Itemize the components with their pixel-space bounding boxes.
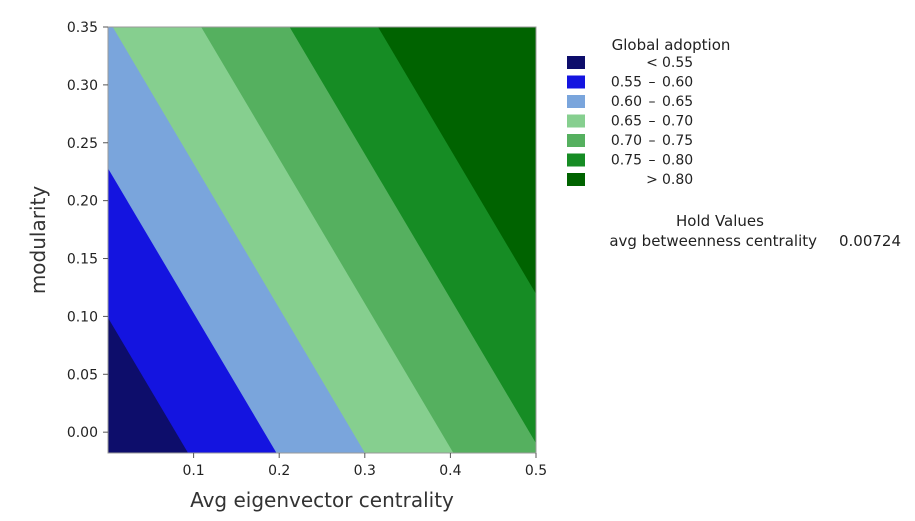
contour-bands [108,27,536,453]
x-tick-label: 0.3 [354,463,376,479]
hold-values-title: Hold Values [676,212,764,230]
y-tick-label: 0.05 [67,367,98,383]
hold-values: Hold Values avg betweenness centrality 0… [609,212,901,250]
legend-high: 0.55 [662,55,693,71]
legend-operator: – [649,94,656,110]
y-tick-label: 0.10 [67,309,98,325]
legend-swatch [567,114,585,128]
legend-swatch [567,153,585,167]
y-axis: 0.00 0.05 0.10 0.15 0.20 0.25 0.30 0.35 [67,20,108,441]
legend-operator: – [649,75,656,91]
contour-band-6 [378,27,536,294]
legend-swatch [567,56,585,69]
hold-values-value: 0.00724 [839,232,901,250]
contour-band-3 [112,27,455,453]
x-axis-title: Avg eigenvector centrality [190,488,454,512]
x-tick-label: 0.5 [525,463,547,479]
legend-operator: – [649,133,656,149]
legend-low: 0.60 [611,94,642,110]
x-axis: 0.1 0.2 0.3 0.4 0.5 [182,453,547,479]
y-tick-label: 0.25 [67,136,98,152]
legend-swatch [567,95,585,108]
contour-band-2 [108,27,366,453]
legend-high: 0.65 [662,94,693,110]
legend-low: 0.55 [611,75,642,91]
legend-swatch [567,75,585,89]
legend: Global adoption <0.550.55–0.600.60–0.650… [567,36,730,188]
legend-operator: – [649,114,656,130]
legend-operator: < [646,55,658,71]
y-tick-label: 0.15 [67,252,98,268]
y-axis-title: modularity [26,186,50,295]
legend-operator: > [646,172,658,188]
legend-low: 0.65 [611,114,642,130]
x-tick-label: 0.4 [439,463,461,479]
legend-swatch [567,134,585,147]
legend-title: Global adoption [612,36,731,54]
hold-values-label: avg betweenness centrality [609,232,817,250]
x-tick-label: 0.2 [268,463,290,479]
legend-high: 0.60 [662,75,693,91]
x-tick-label: 0.1 [182,463,204,479]
y-tick-label: 0.00 [67,425,98,441]
legend-high: 0.80 [662,172,693,188]
y-tick-label: 0.30 [67,78,98,94]
plot-frame [107,26,537,454]
y-tick-label: 0.20 [67,194,98,210]
legend-low: 0.75 [611,153,642,169]
legend-low: 0.70 [611,133,642,149]
legend-operator: – [649,153,656,169]
legend-high: 0.80 [662,153,693,169]
legend-high: 0.70 [662,114,693,130]
contour-band-5 [289,27,536,444]
legend-swatch [567,173,585,186]
legend-high: 0.75 [662,133,693,149]
y-tick-label: 0.35 [67,20,98,36]
